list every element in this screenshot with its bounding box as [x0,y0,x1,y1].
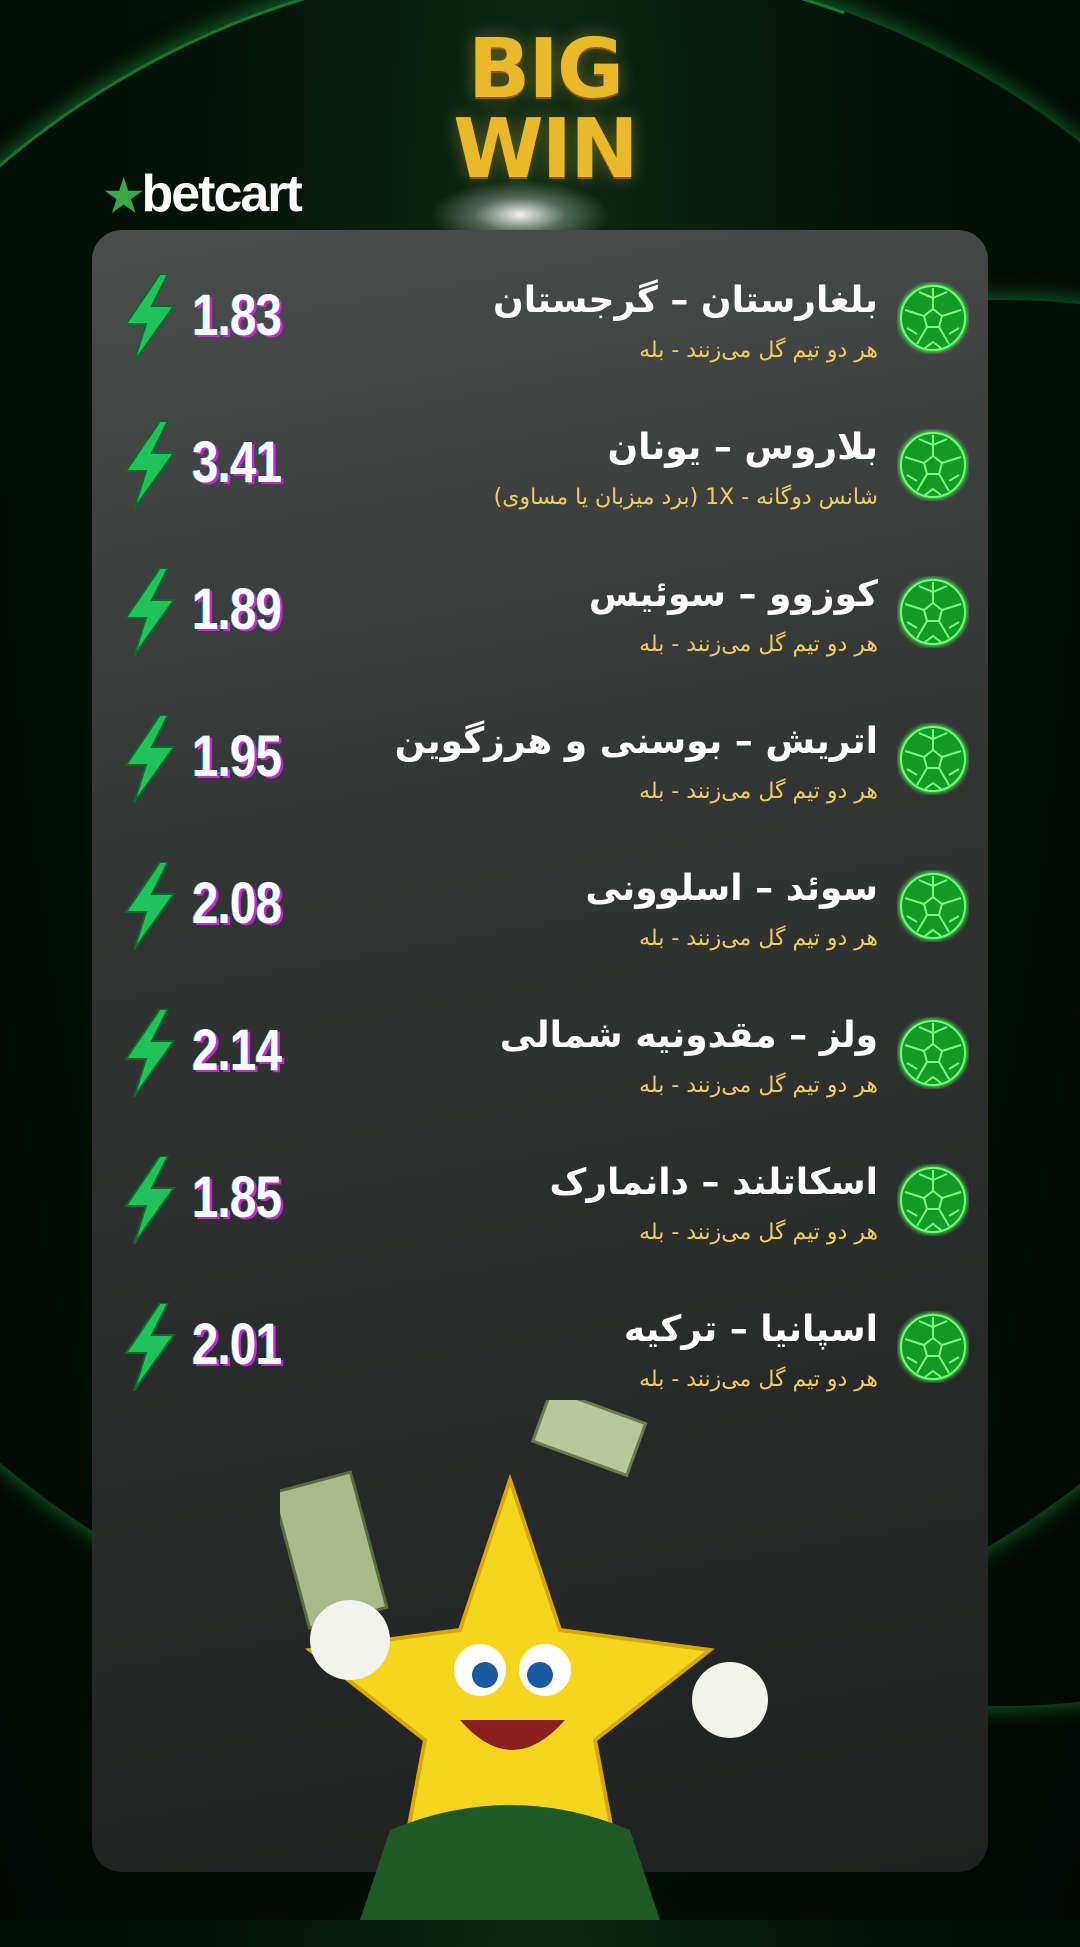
lightning-icon [120,714,178,804]
bet-row: اسکاتلند – دانمارک هر دو تیم گل می‌زنند … [92,1155,988,1340]
market-label: هر دو تیم گل می‌زنند - بله [639,779,878,804]
lightning-icon [120,1302,178,1392]
odds-value: 1.95 [192,724,282,789]
title-line-2: WIN [453,102,639,197]
logo-text: betcart [141,165,302,223]
match-title: اسکاتلند – دانمارک [549,1162,878,1203]
soccer-ball-icon [897,723,969,795]
odds-value: 2.01 [192,1312,282,1377]
lightning-icon [120,1155,178,1245]
soccer-ball-icon [897,870,969,942]
market-label: هر دو تیم گل می‌زنند - بله [639,1073,878,1098]
bets-card: بلغارستان – گرجستان هر دو تیم گل می‌زنند… [92,230,988,1872]
lightning-icon [120,420,178,510]
soccer-ball-icon [897,1311,969,1383]
market-label: هر دو تیم گل می‌زنند - بله [639,926,878,951]
star-icon: ★ [104,172,143,221]
bet-row: بلاروس – یونان شانس دوگانه - 1X (برد میز… [92,420,988,605]
soccer-ball-icon [897,576,969,648]
lightning-icon [120,1008,178,1098]
market-label: هر دو تیم گل می‌زنند - بله [639,338,878,363]
betcart-logo: ★betcart [104,164,303,224]
odds-value: 1.85 [192,1165,282,1230]
bet-row: بلغارستان – گرجستان هر دو تیم گل می‌زنند… [92,273,988,458]
big-win-title: BIG WIN [440,22,650,197]
soccer-ball-icon [897,1017,969,1089]
match-title: بلغارستان – گرجستان [492,280,878,321]
odds-value: 1.83 [192,283,282,348]
match-title: ولز – مقدونیه شمالی [499,1015,878,1056]
market-label: هر دو تیم گل می‌زنند - بله [639,632,878,657]
match-title: اتریش – بوسنی و هرزگوین [394,721,878,762]
odds-value: 2.14 [192,1018,282,1083]
bet-row: اتریش – بوسنی و هرزگوین هر دو تیم گل می‌… [92,714,988,899]
market-label: شانس دوگانه - 1X (برد میزبان یا مساوی) [493,485,878,510]
match-title: کوزوو – سوئیس [588,574,878,615]
bet-row: کوزوو – سوئیس هر دو تیم گل می‌زنند - بله… [92,567,988,752]
match-title: اسپانیا – ترکیه [623,1309,878,1350]
bet-row: ولز – مقدونیه شمالی هر دو تیم گل می‌زنند… [92,1008,988,1193]
star-mascot-illustration [280,1400,768,1920]
market-label: هر دو تیم گل می‌زنند - بله [639,1367,878,1392]
lightning-icon [120,567,178,657]
odds-value: 1.89 [192,577,282,642]
odds-value: 3.41 [192,430,282,495]
lightning-icon [120,273,178,363]
suit [360,1805,660,1920]
bet-row: اسپانیا – ترکیه هر دو تیم گل می‌زنند - ب… [92,1302,988,1487]
match-title: بلاروس – یونان [607,427,878,468]
odds-value: 2.08 [192,871,282,936]
lightning-icon [120,861,178,951]
soccer-ball-icon [897,1164,969,1236]
soccer-ball-icon [897,429,969,501]
match-title: سوئد – اسلوونی [585,868,878,909]
bet-row: سوئد – اسلوونی هر دو تیم گل می‌زنند - بل… [92,861,988,1046]
soccer-ball-icon [897,282,969,354]
money-bill [530,1400,648,1478]
title-line-1: BIG [467,22,624,117]
market-label: هر دو تیم گل می‌زنند - بله [639,1220,878,1245]
